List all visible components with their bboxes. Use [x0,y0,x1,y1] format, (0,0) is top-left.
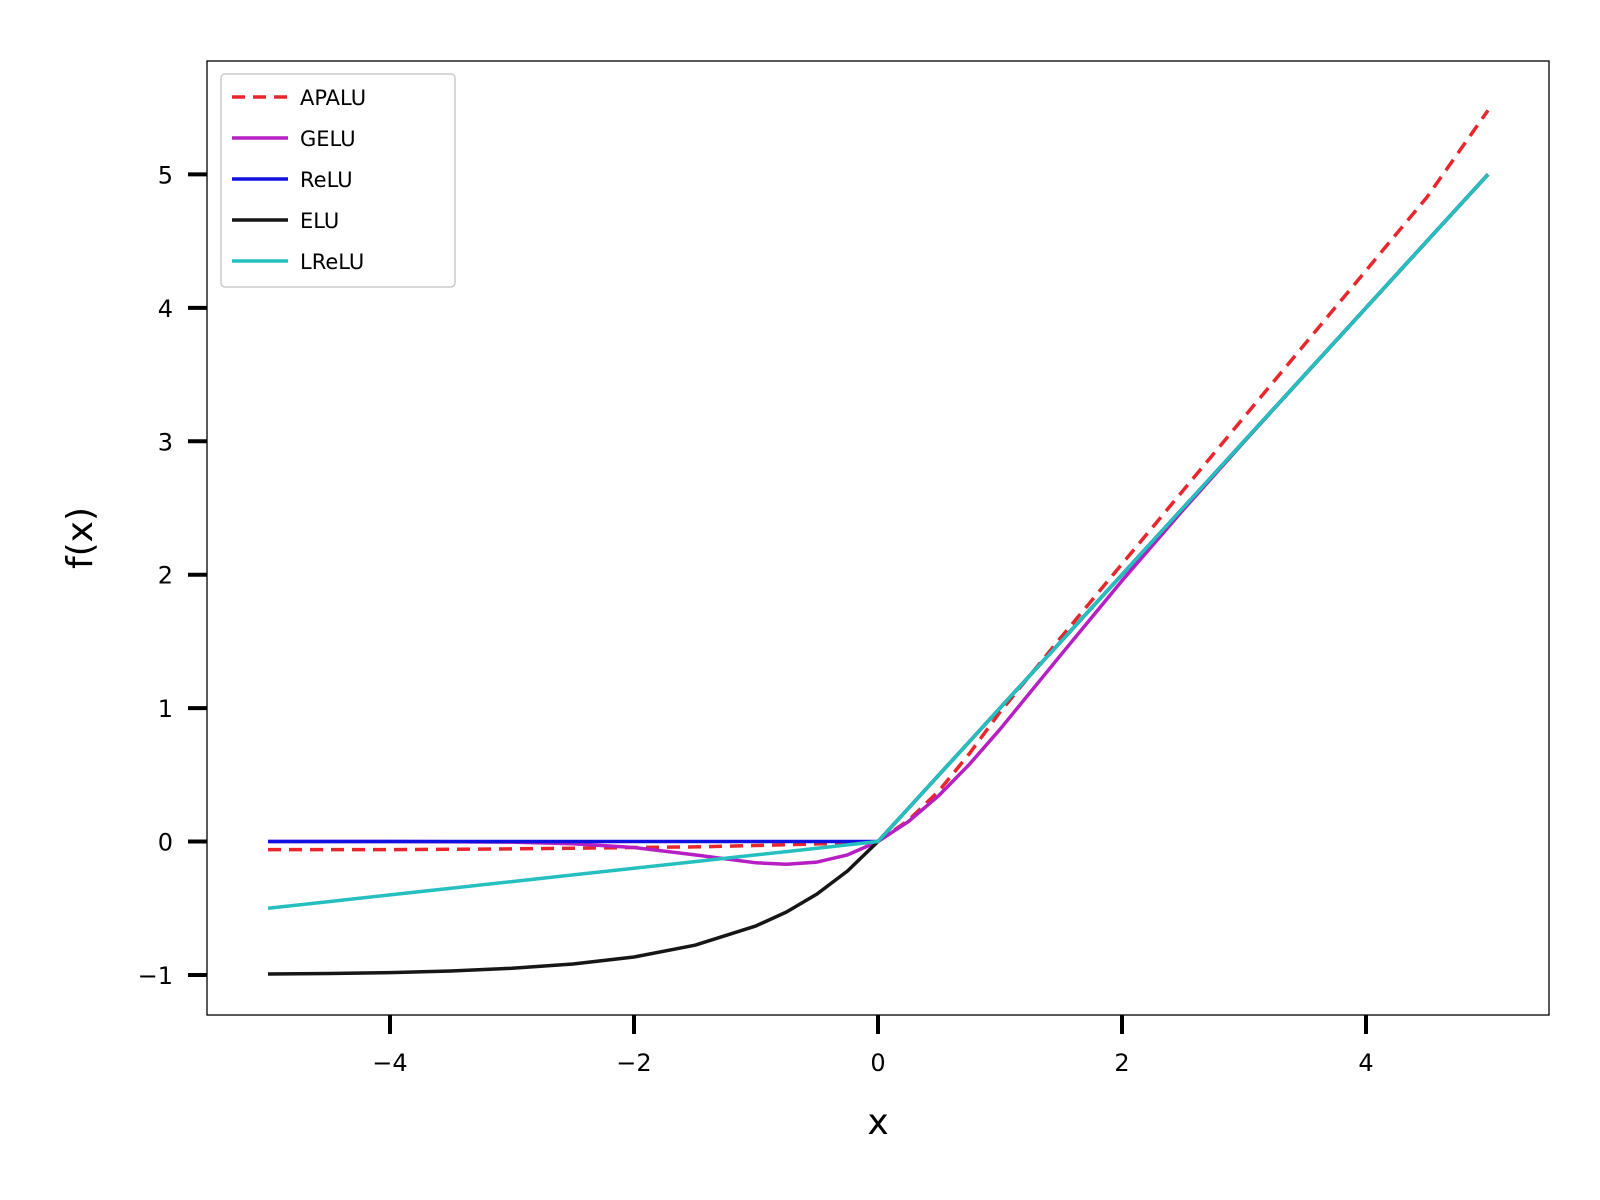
y-axis-label: f(x) [60,507,101,569]
x-tick-label: −2 [616,1049,651,1077]
legend-label-relu: ReLU [300,168,353,192]
x-tick-label: 4 [1358,1049,1373,1077]
y-tick-label: −1 [138,962,173,990]
x-tick-label: 2 [1114,1049,1129,1077]
series-layer [267,109,1490,976]
y-tick-label: 1 [158,695,173,723]
y-tick-label: 4 [158,295,173,323]
legend-box [220,73,456,288]
legend: APALU GELU ReLU ELU LReLU [220,73,456,288]
legend-label-lrelu: LReLU [300,250,364,274]
x-axis-label: x [867,1102,888,1143]
y-tick-label: 2 [158,562,173,590]
legend-label-gelu: GELU [300,127,356,151]
legend-label-apalu: APALU [300,86,366,110]
y-tick-label: 5 [158,161,173,189]
y-tick-label: 3 [158,428,173,456]
series-line-lrelu [267,173,1490,911]
x-tick-label: −4 [372,1049,407,1077]
legend-label-elu: ELU [300,209,339,233]
x-tick-label: 0 [870,1049,885,1077]
y-tick-label: 0 [158,829,173,857]
ticks-layer: −4 −2 0 2 4 −1 0 1 2 3 4 5 [138,161,1374,1077]
